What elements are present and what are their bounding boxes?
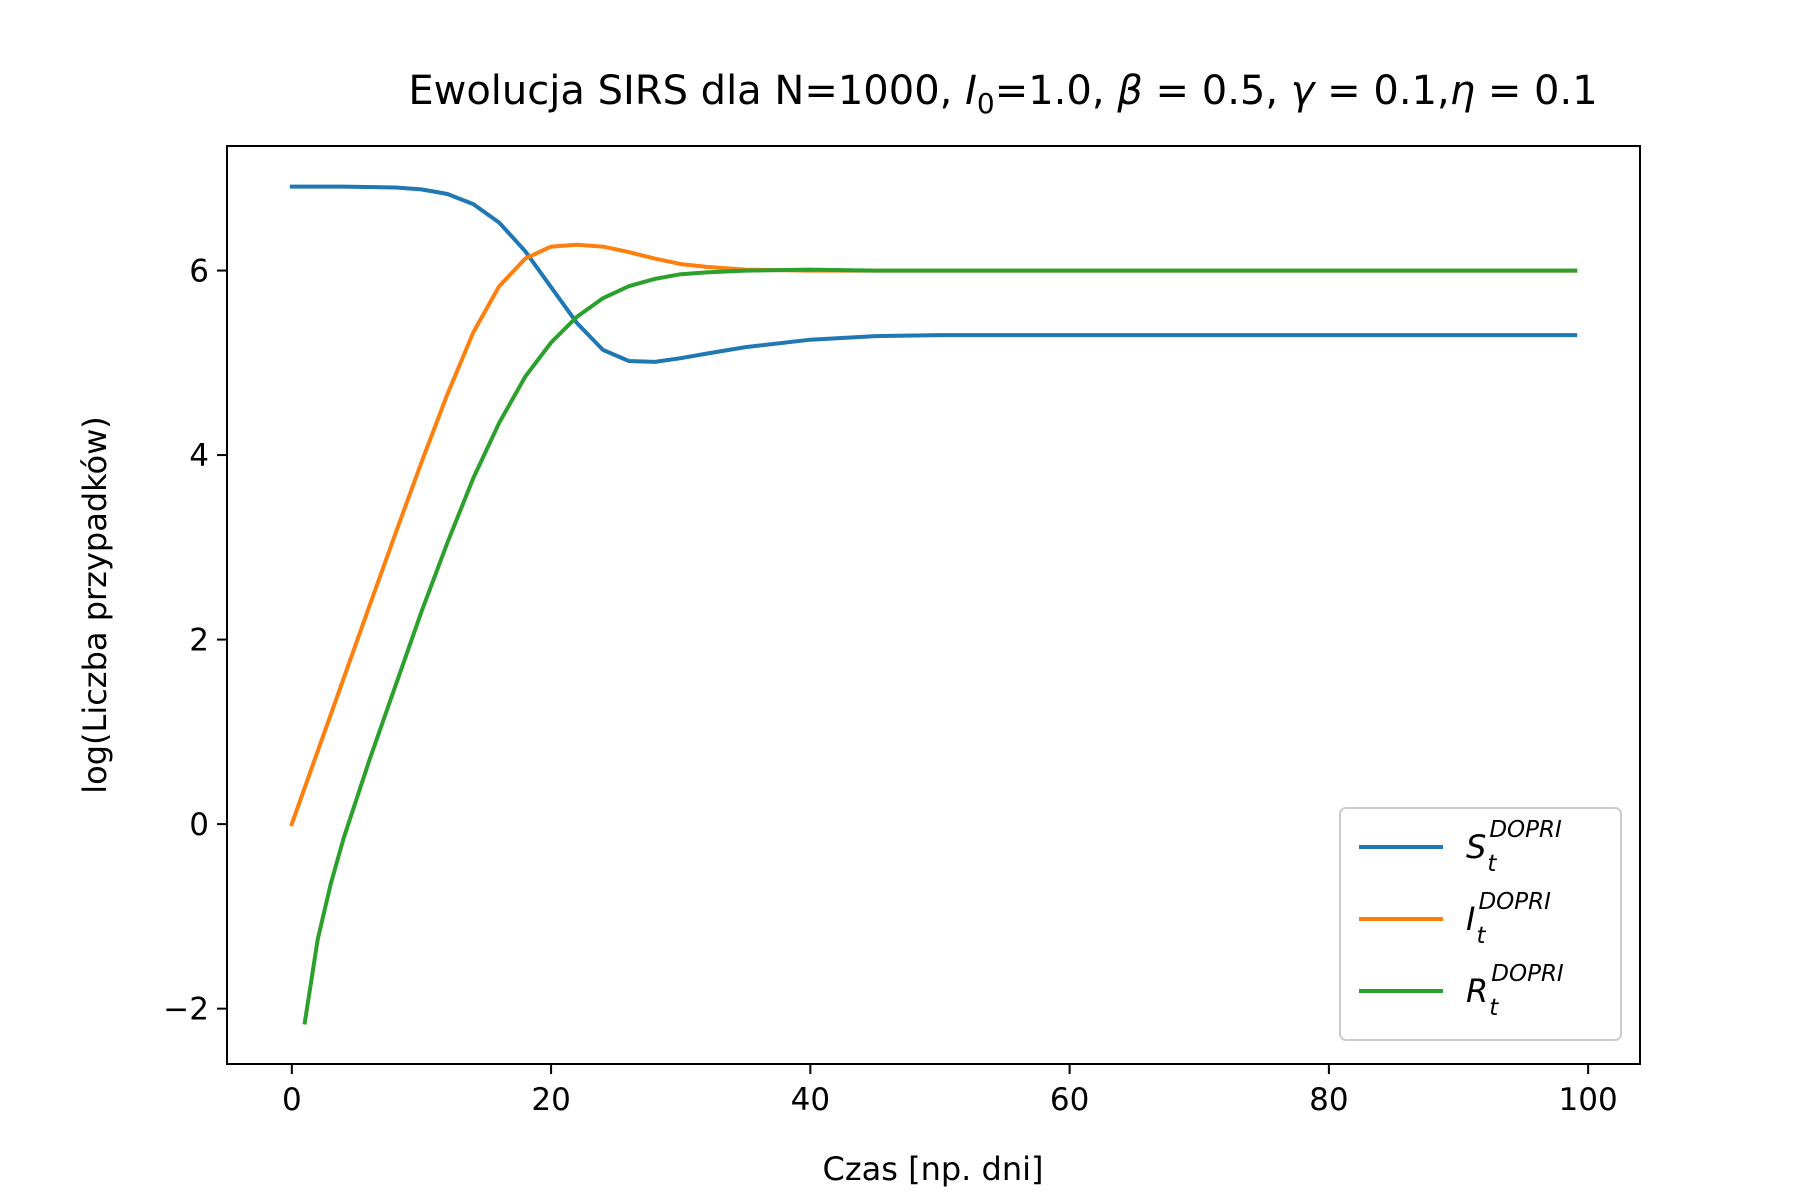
series-line-r — [302, 267, 1578, 1025]
y-tick-label: 4 — [189, 438, 209, 474]
x-axis-ticks: 0 20 40 60 80 100 — [282, 1064, 1618, 1118]
x-tick-label: 60 — [1050, 1082, 1089, 1118]
y-tick-label: 6 — [189, 254, 209, 290]
x-tick-label: 40 — [791, 1082, 830, 1118]
y-axis-ticks: −2 0 2 4 6 — [163, 254, 227, 1028]
plot-frame — [226, 145, 1641, 1065]
y-tick-label: 2 — [189, 623, 209, 659]
legend-frame — [1339, 807, 1622, 1041]
series-line-s — [289, 184, 1578, 364]
legend-label-r: RtDOPRI — [1466, 961, 1564, 1021]
y-tick-label: −2 — [163, 992, 209, 1028]
chart-title: Ewolucja SIRS dla N=1000, I0=1.0, β = 0.… — [408, 68, 1597, 120]
x-tick-label: 20 — [531, 1082, 570, 1118]
legend-label-i: ItDOPRI — [1466, 889, 1551, 949]
legend-entries: StDOPRI ItDOPRI RtDOPRI — [1359, 817, 1564, 1021]
y-tick-label: 0 — [189, 807, 209, 843]
legend: StDOPRI ItDOPRI RtDOPRI — [1339, 807, 1622, 1041]
x-tick-label: 100 — [1559, 1082, 1618, 1118]
y-axis-label: log(Liczba przypadków) — [76, 416, 114, 794]
x-axis-label: Czas [np. dni] — [823, 1150, 1044, 1188]
x-tick-label: 0 — [282, 1082, 302, 1118]
legend-label-s: StDOPRI — [1466, 817, 1562, 877]
plot-lines — [289, 184, 1578, 1025]
x-tick-label: 80 — [1309, 1082, 1348, 1118]
